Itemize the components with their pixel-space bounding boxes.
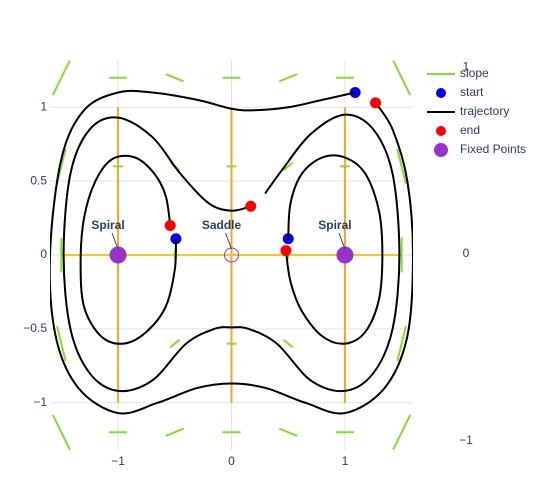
legend-symbol [436,126,446,136]
annotation-label: Saddle [202,218,242,232]
y2-tick-label: 1 [463,60,470,74]
annotation-arrow [225,232,232,250]
slope-segment [52,414,71,450]
legend-label: Fixed Points [460,142,526,156]
x-tick-label: 1 [342,454,349,468]
slope-segment [52,60,71,96]
y2-tick-label: 0 [463,246,470,260]
y-tick-label: 1 [40,99,47,113]
slope-segment [169,339,180,348]
marker [245,200,257,212]
y-tick-label: 0 [40,247,47,261]
slope-segment [165,73,184,83]
x-tick-label: −1 [111,454,125,468]
axes: −1 0 1 −1 −0.5 0 0.5 1 −1 0 1 Spiral Saddle Spiral [23,60,473,469]
trajectory-line [62,113,401,393]
y-tick-label: −1 [33,395,47,409]
legend-label: trajectory [460,104,509,118]
trajectory-line [79,154,177,345]
slope-segment [279,427,298,437]
marker [370,97,382,109]
annotation-label: Spiral [318,218,351,232]
annotation-label: Spiral [91,218,124,232]
slope-segment [283,339,294,348]
slope-segment [56,326,67,362]
annotation-arrow [111,232,119,250]
marker [109,246,127,264]
y2-tick-label: −1 [459,433,473,447]
legend-symbol [436,88,446,98]
legend-label: start [460,85,484,99]
marker [164,219,176,231]
marker [280,245,292,257]
trajectory-line [284,154,384,345]
slope-segment [392,60,411,96]
legend: slope start trajectory end Fixed Points [427,66,526,157]
x-tick-label: 0 [228,454,235,468]
slope-segment [165,427,184,437]
slope-segment [396,326,407,362]
slope-segment [392,414,411,450]
legend-symbol [434,143,448,157]
slope-segment [396,148,407,184]
trajectory-line [50,89,413,415]
y-tick-label: 0.5 [30,173,47,187]
slope-segment [279,73,298,83]
slope-segment [283,162,294,171]
marker [336,246,354,264]
annotation-arrow [338,232,346,250]
legend-label: end [460,123,480,137]
legend-label: slope [460,66,489,80]
plot-area [50,60,413,450]
y-tick-label: −0.5 [23,321,47,335]
